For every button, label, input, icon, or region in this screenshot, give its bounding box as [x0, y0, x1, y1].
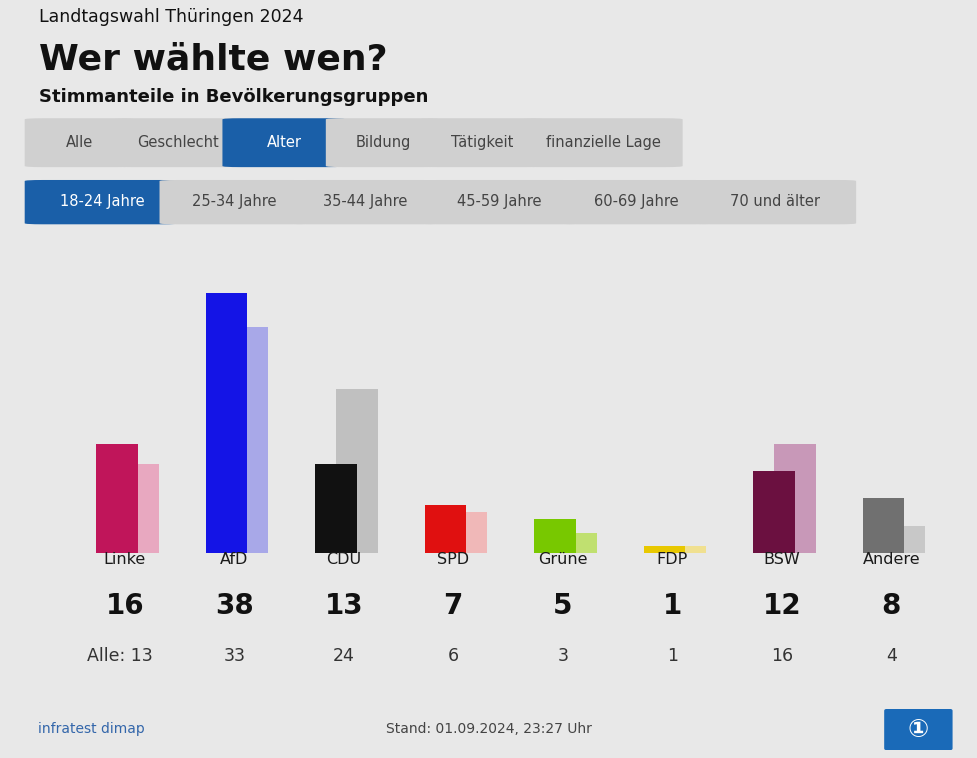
Bar	[774, 443, 816, 553]
FancyBboxPatch shape	[24, 118, 135, 168]
Text: 18-24 Jahre: 18-24 Jahre	[60, 194, 145, 209]
Bar	[117, 464, 159, 553]
Text: 35-44 Jahre: 35-44 Jahre	[322, 194, 407, 209]
Text: 13: 13	[324, 592, 363, 620]
Bar	[753, 471, 795, 553]
Text: 12: 12	[762, 592, 801, 620]
Text: 60-69 Jahre: 60-69 Jahre	[594, 194, 678, 209]
Text: 70 und älter: 70 und älter	[730, 194, 821, 209]
Text: Alle: 13: Alle: 13	[87, 647, 152, 665]
Text: Grüne: Grüne	[538, 552, 587, 566]
Text: Landtagswahl Thüringen 2024: Landtagswahl Thüringen 2024	[39, 8, 304, 26]
Text: Andere: Andere	[863, 552, 920, 566]
Text: 4: 4	[886, 647, 897, 665]
Text: 8: 8	[881, 592, 901, 620]
Bar	[446, 512, 488, 553]
Bar	[97, 443, 138, 553]
Text: Tätigkeit: Tätigkeit	[450, 135, 513, 149]
FancyBboxPatch shape	[524, 118, 683, 168]
Text: 45-59 Jahre: 45-59 Jahre	[457, 194, 542, 209]
Text: 16: 16	[106, 592, 145, 620]
Text: Geschlecht: Geschlecht	[138, 135, 219, 149]
Bar	[336, 389, 378, 553]
Text: 3: 3	[557, 647, 569, 665]
Text: Linke: Linke	[104, 552, 146, 566]
Text: Stand: 01.09.2024, 23:27 Uhr: Stand: 01.09.2024, 23:27 Uhr	[386, 722, 591, 736]
FancyBboxPatch shape	[290, 180, 440, 224]
Text: infratest dimap: infratest dimap	[38, 722, 145, 736]
Text: 1: 1	[662, 592, 682, 620]
Text: Alle: Alle	[65, 135, 93, 149]
Text: CDU: CDU	[326, 552, 361, 566]
Text: ①: ①	[908, 718, 929, 741]
FancyBboxPatch shape	[223, 118, 346, 168]
Text: 38: 38	[215, 592, 254, 620]
Bar	[863, 499, 905, 553]
Bar	[316, 464, 357, 553]
Text: 25-34 Jahre: 25-34 Jahre	[192, 194, 276, 209]
FancyBboxPatch shape	[325, 118, 440, 168]
Text: 24: 24	[333, 647, 355, 665]
FancyBboxPatch shape	[695, 180, 856, 224]
Text: AfD: AfD	[220, 552, 248, 566]
Text: Alter: Alter	[267, 135, 302, 149]
Bar	[206, 293, 247, 553]
Text: 6: 6	[447, 647, 459, 665]
Text: finanzielle Lage: finanzielle Lage	[546, 135, 660, 149]
FancyBboxPatch shape	[114, 118, 242, 168]
Text: Stimmanteile in Bevölkerungsgruppen: Stimmanteile in Bevölkerungsgruppen	[39, 89, 429, 106]
Text: 5: 5	[553, 592, 573, 620]
Bar	[534, 519, 575, 553]
FancyBboxPatch shape	[884, 709, 953, 750]
Text: BSW: BSW	[763, 552, 800, 566]
Text: FDP: FDP	[657, 552, 688, 566]
FancyBboxPatch shape	[159, 180, 310, 224]
Text: 16: 16	[771, 647, 792, 665]
Text: 1: 1	[666, 647, 678, 665]
FancyBboxPatch shape	[24, 180, 180, 224]
FancyBboxPatch shape	[420, 118, 543, 168]
Bar	[425, 506, 466, 553]
FancyBboxPatch shape	[560, 180, 712, 224]
Text: SPD: SPD	[438, 552, 469, 566]
Text: Wer wählte wen?: Wer wählte wen?	[39, 42, 388, 76]
Bar	[664, 547, 706, 553]
Text: Bildung: Bildung	[356, 135, 410, 149]
Bar	[644, 547, 686, 553]
Text: 7: 7	[444, 592, 463, 620]
Bar	[883, 526, 925, 553]
Bar	[227, 327, 269, 553]
FancyBboxPatch shape	[420, 180, 579, 224]
Bar	[555, 533, 597, 553]
Text: 33: 33	[224, 647, 245, 665]
